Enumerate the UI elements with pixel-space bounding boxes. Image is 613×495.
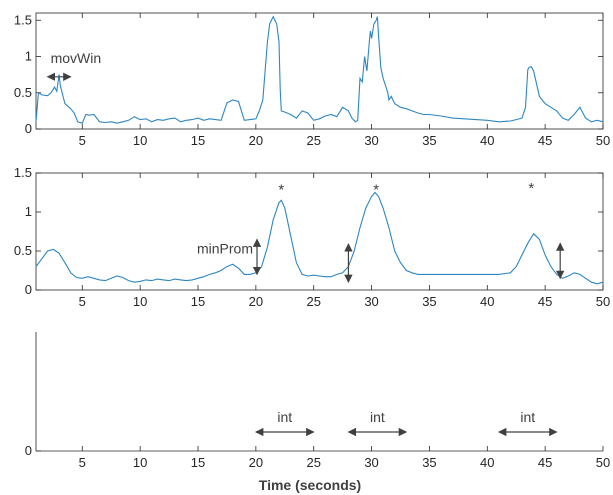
y-tick-label: 1 <box>25 49 32 64</box>
peak-star: * <box>373 182 379 199</box>
x-tick-label: 45 <box>538 294 552 309</box>
int-windows: int int int <box>255 409 558 437</box>
int-label: int <box>520 409 535 425</box>
peak-markers: * * * <box>278 180 534 199</box>
x-tick-label: 40 <box>480 294 494 309</box>
x-tick-label: 20 <box>249 294 263 309</box>
x-tick-label: 35 <box>422 133 436 148</box>
x-tick-label: 10 <box>133 294 147 309</box>
x-tick-label: 40 <box>480 455 494 470</box>
x-tick-label: 20 <box>249 455 263 470</box>
series-line-middle <box>35 191 604 285</box>
int-label: int <box>277 409 292 425</box>
int-label: int <box>370 409 385 425</box>
peak-star: * <box>528 180 534 197</box>
x-axis-title: Time (seconds) <box>259 477 361 493</box>
y-tick-label: 1.5 <box>14 12 32 27</box>
y-tick-label: 1 <box>25 204 32 219</box>
x-tick-label: 50 <box>596 455 610 470</box>
y-tick-label: 0 <box>25 443 32 458</box>
y-tick-label: 0.5 <box>14 85 32 100</box>
x-tick-label: 30 <box>364 133 378 148</box>
prominence-arrows <box>252 238 565 284</box>
x-tick-label: 25 <box>306 294 320 309</box>
tick-group-bottom: 5 10 15 20 25 30 35 40 45 50 0 <box>25 443 610 470</box>
x-tick-label: 50 <box>596 133 610 148</box>
series-line-top <box>35 15 604 124</box>
y-tick-label: 0.5 <box>14 243 32 258</box>
minprom-label: minProm <box>197 240 253 256</box>
x-tick-label: 20 <box>249 133 263 148</box>
panel-top: 5 10 15 20 25 30 35 40 45 50 0 0.5 1 1.5 movWin <box>14 12 610 148</box>
x-tick-label: 30 <box>364 455 378 470</box>
x-tick-label: 45 <box>538 455 552 470</box>
y-tick-label: 1.5 <box>14 165 32 180</box>
x-tick-label: 10 <box>133 133 147 148</box>
y-tick-label: 0 <box>25 282 32 297</box>
plot-frame-top <box>35 12 604 130</box>
x-tick-label: 45 <box>538 133 552 148</box>
x-tick-label: 35 <box>422 455 436 470</box>
tick-group-middle: 5 10 15 20 25 30 35 40 45 50 0 0.5 1 1.5 <box>14 165 610 309</box>
movwin-label: movWin <box>51 50 102 66</box>
panel-bottom: 5 10 15 20 25 30 35 40 45 50 0 int int int Time (sec… <box>25 332 610 493</box>
x-tick-label: 5 <box>79 294 86 309</box>
y-tick-label: 0 <box>25 121 32 136</box>
x-tick-label: 5 <box>79 455 86 470</box>
x-tick-label: 50 <box>596 294 610 309</box>
x-tick-label: 40 <box>480 133 494 148</box>
panel-middle: 5 10 15 20 25 30 35 40 45 50 0 0.5 1 1.5 * * * minProm <box>14 165 610 309</box>
tick-group-top: 5 10 15 20 25 30 35 40 45 50 0 0.5 1 1.5 <box>14 12 610 148</box>
x-tick-label: 15 <box>191 294 205 309</box>
plot-frame-middle <box>35 172 604 291</box>
x-tick-label: 5 <box>79 133 86 148</box>
x-tick-label: 25 <box>306 133 320 148</box>
x-tick-label: 35 <box>422 294 436 309</box>
x-tick-label: 10 <box>133 455 147 470</box>
x-tick-label: 15 <box>191 455 205 470</box>
x-tick-label: 15 <box>191 133 205 148</box>
x-tick-label: 30 <box>364 294 378 309</box>
peak-star: * <box>278 182 284 199</box>
x-tick-label: 25 <box>306 455 320 470</box>
